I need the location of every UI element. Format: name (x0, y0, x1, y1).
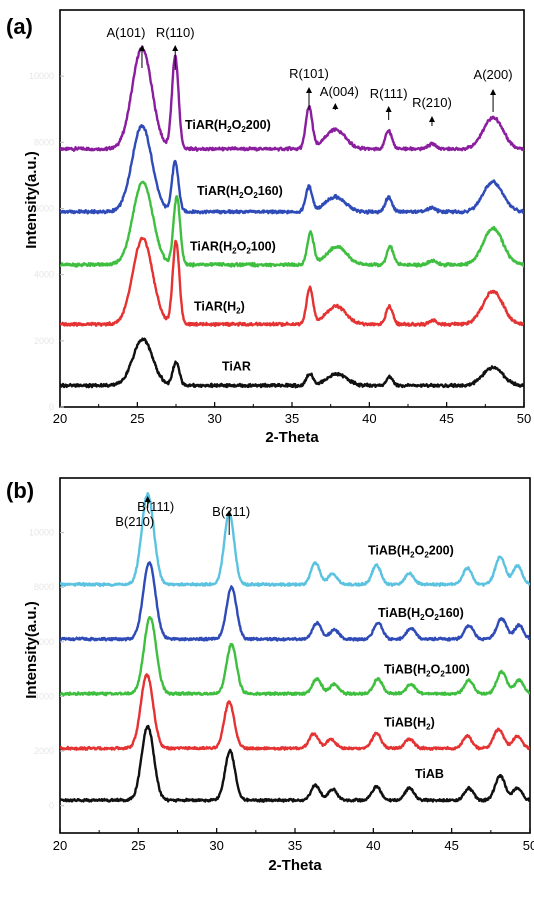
x-axis-label: 2-Theta (265, 429, 319, 446)
y-tick-label: 0 (49, 402, 54, 412)
arrow-head (226, 510, 233, 516)
peak-annotation: A(200) (474, 67, 513, 82)
series-label: TiAR (222, 359, 251, 373)
y-tick-label: 6000 (34, 637, 54, 647)
series-line (60, 616, 530, 697)
series-label: TiAR(H2O2200) (185, 118, 271, 134)
peak-annotation: A(101) (106, 25, 145, 40)
y-tick-label: 4000 (34, 270, 54, 280)
series-label: TiAR(H2) (194, 299, 245, 315)
x-tick-label: 25 (131, 838, 145, 853)
series-line (60, 724, 530, 803)
y-axis-label: Intensity(a.u.) (23, 601, 40, 699)
series-label: TiAB (415, 767, 444, 781)
series-line (60, 492, 530, 588)
peak-annotation: B(111) (137, 499, 174, 514)
x-tick-label: 25 (130, 411, 144, 426)
y-tick-label: 2000 (34, 746, 54, 756)
x-tick-label: 20 (53, 838, 67, 853)
x-tick-label: 30 (209, 838, 223, 853)
x-tick-label: 30 (207, 411, 221, 426)
x-axis-label: 2-Theta (268, 857, 322, 874)
series-label: TiAB(H2O2160) (378, 606, 464, 622)
peak-annotation: R(101) (289, 66, 329, 81)
x-tick-label: 40 (366, 838, 380, 853)
panel-label: (b) (6, 478, 34, 503)
peak-annotation: R(210) (412, 95, 452, 110)
x-tick-label: 20 (53, 411, 67, 426)
peak-annotation: A(004) (320, 84, 359, 99)
y-tick-label: 8000 (34, 582, 54, 592)
peak-annotation: R(111) (370, 86, 408, 101)
series-line (60, 561, 530, 642)
x-tick-label: 45 (439, 411, 453, 426)
series-line (60, 45, 524, 152)
peak-annotation: B(211) (212, 504, 250, 519)
y-tick-label: 8000 (34, 137, 54, 147)
x-tick-label: 35 (285, 411, 299, 426)
peak-annotation: B(210) (115, 514, 154, 529)
arrow-head (172, 45, 179, 51)
x-tick-label: 35 (288, 838, 302, 853)
y-tick-label: 10000 (29, 71, 54, 81)
series-label: TiAB(H2) (384, 715, 435, 731)
x-tick-label: 50 (517, 411, 531, 426)
y-tick-label: 10000 (29, 528, 54, 538)
y-tick-label: 6000 (34, 204, 54, 214)
y-tick-label: 0 (49, 801, 54, 811)
arrow-head (306, 87, 313, 93)
panel-a: (a) 20 25 30 35 40 45 50 0 2000 4000 6000 8000 10000 2… (6, 9, 531, 446)
series-label: TiAB(H2O2100) (384, 663, 470, 679)
x-tick-label: 40 (362, 411, 376, 426)
peak-annotation: R(110) (156, 25, 195, 40)
y-tick-label: 2000 (34, 336, 54, 346)
series-line (60, 673, 530, 751)
series-line (60, 337, 524, 389)
plot-frame (59, 477, 531, 834)
arrow-head (144, 496, 151, 502)
x-tick-label: 50 (523, 838, 534, 853)
arrow-head (332, 103, 339, 109)
series-line (60, 236, 524, 328)
arrow-head (490, 89, 497, 95)
series-label: TiAR(H2O2160) (197, 184, 283, 200)
y-tick-label: 4000 (34, 691, 54, 701)
y-axis-label: Intensity(a.u.) (23, 151, 40, 249)
arrow-head (428, 116, 435, 122)
x-tick-label: 45 (444, 838, 458, 853)
arrow-head (138, 45, 145, 51)
series-line (60, 124, 524, 215)
series-line (60, 180, 524, 268)
series-label: TiAB(H2O2200) (368, 544, 454, 560)
series-label: TiAR(H2O2100) (190, 240, 276, 256)
panel-b: (b) 20 25 30 35 40 45 50 0 2000 4000 6000 8000 10000 2… (6, 477, 534, 874)
panel-label: (a) (6, 14, 33, 39)
arrow-head (385, 106, 392, 112)
